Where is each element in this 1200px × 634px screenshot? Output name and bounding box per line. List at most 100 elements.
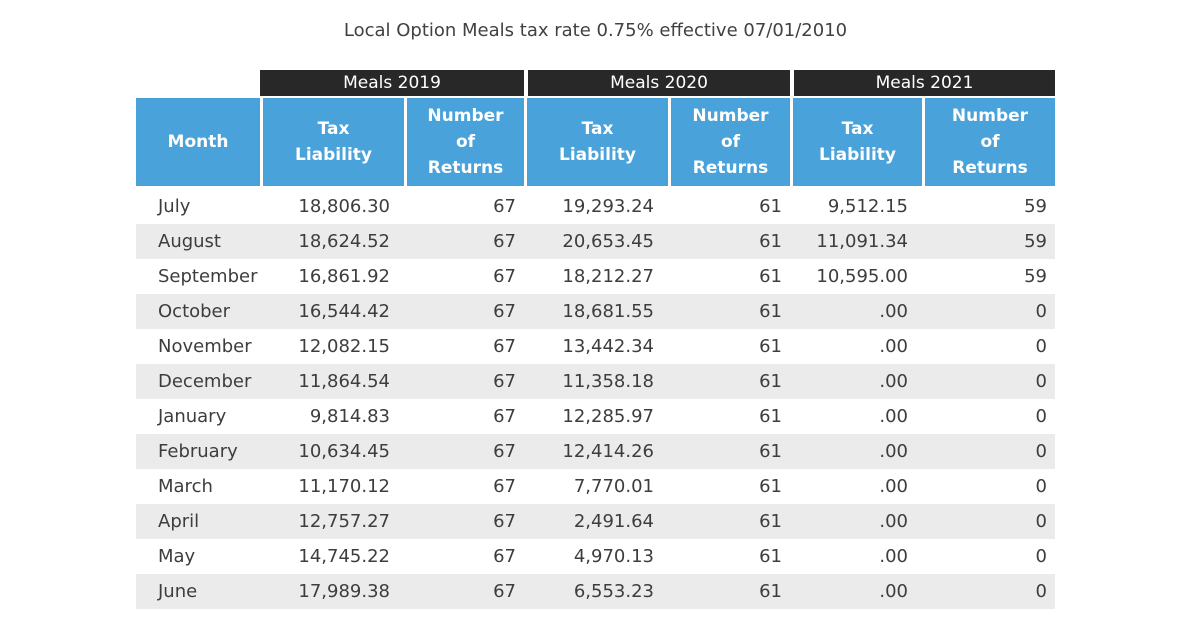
table-row: May 14,745.22 67 4,970.13 61 .00 0 xyxy=(136,539,1055,574)
tax-liability-2021-cell: .00 xyxy=(879,371,908,392)
returns-2021-cell: 0 xyxy=(1035,301,1047,322)
group-header-spacer xyxy=(136,70,260,96)
table-row: October 16,544.42 67 18,681.55 61 .00 0 xyxy=(136,294,1055,329)
tax-liability-2021-cell: .00 xyxy=(879,476,908,497)
month-cell: December xyxy=(158,371,252,392)
returns-2020-cell: 61 xyxy=(759,406,782,427)
returns-2019-cell: 67 xyxy=(493,406,516,427)
table-row: August 18,624.52 67 20,653.45 61 11,091.34 59 xyxy=(136,224,1055,259)
month-cell: July xyxy=(158,196,191,217)
returns-2021-cell: 0 xyxy=(1035,511,1047,532)
returns-2021-cell: 59 xyxy=(1024,231,1047,252)
tax-liability-2021-cell: .00 xyxy=(879,546,908,567)
returns-2020-cell: 61 xyxy=(759,511,782,532)
returns-2020-cell: 61 xyxy=(759,476,782,497)
table-row: December 11,864.54 67 11,358.18 61 .00 0 xyxy=(136,364,1055,399)
tax-liability-2021-cell: 10,595.00 xyxy=(816,266,908,287)
tax-liability-2020-cell: 11,358.18 xyxy=(562,371,654,392)
column-header-number-of-returns-2019: Number of Returns xyxy=(404,98,524,186)
returns-2020-cell: 61 xyxy=(759,546,782,567)
tax-liability-2019-cell: 12,082.15 xyxy=(298,336,390,357)
returns-2019-cell: 67 xyxy=(493,581,516,602)
column-header-number-of-returns-2021: Number of Returns xyxy=(922,98,1055,186)
column-header-tax-liability-2019: Tax Liability xyxy=(260,98,404,186)
month-cell: February xyxy=(158,441,238,462)
tax-liability-2021-cell: .00 xyxy=(879,511,908,532)
tax-liability-2019-cell: 18,624.52 xyxy=(298,231,390,252)
month-cell: June xyxy=(158,581,198,602)
returns-2020-cell: 61 xyxy=(759,266,782,287)
returns-2020-cell: 61 xyxy=(759,196,782,217)
tax-liability-2021-cell: .00 xyxy=(879,336,908,357)
table-column-header-row: Month Tax Liability Number of Returns Ta… xyxy=(136,98,1055,186)
returns-2020-cell: 61 xyxy=(759,581,782,602)
table-row: January 9,814.83 67 12,285.97 61 .00 0 xyxy=(136,399,1055,434)
month-cell: November xyxy=(158,336,252,357)
month-cell: August xyxy=(158,231,221,252)
tax-liability-2021-cell: .00 xyxy=(879,301,908,322)
tax-liability-2020-cell: 19,293.24 xyxy=(562,196,654,217)
tax-liability-2019-cell: 11,864.54 xyxy=(298,371,390,392)
returns-2021-cell: 0 xyxy=(1035,476,1047,497)
month-cell: October xyxy=(158,301,231,322)
tax-liability-2019-cell: 17,989.38 xyxy=(298,581,390,602)
table-row: November 12,082.15 67 13,442.34 61 .00 0 xyxy=(136,329,1055,364)
returns-2021-cell: 0 xyxy=(1035,441,1047,462)
tax-liability-2020-cell: 7,770.01 xyxy=(573,476,654,497)
returns-2019-cell: 67 xyxy=(493,511,516,532)
tax-liability-2021-cell: .00 xyxy=(879,441,908,462)
tax-liability-2021-cell: .00 xyxy=(879,406,908,427)
tax-liability-2020-cell: 12,285.97 xyxy=(562,406,654,427)
table-row: February 10,634.45 67 12,414.26 61 .00 0 xyxy=(136,434,1055,469)
returns-2019-cell: 67 xyxy=(493,266,516,287)
group-header-meals-2020: Meals 2020 xyxy=(524,70,790,96)
month-cell: May xyxy=(158,546,196,567)
returns-2021-cell: 0 xyxy=(1035,546,1047,567)
returns-2020-cell: 61 xyxy=(759,231,782,252)
returns-2020-cell: 61 xyxy=(759,336,782,357)
tax-liability-2021-cell: 11,091.34 xyxy=(816,231,908,252)
returns-2021-cell: 0 xyxy=(1035,371,1047,392)
returns-2019-cell: 67 xyxy=(493,231,516,252)
tax-liability-2020-cell: 20,653.45 xyxy=(562,231,654,252)
returns-2019-cell: 67 xyxy=(493,336,516,357)
table-row: September 16,861.92 67 18,212.27 61 10,595.00… xyxy=(136,259,1055,294)
column-header-month: Month xyxy=(136,98,260,186)
returns-2019-cell: 67 xyxy=(493,441,516,462)
month-cell: January xyxy=(158,406,227,427)
returns-2021-cell: 0 xyxy=(1035,406,1047,427)
tax-liability-2020-cell: 4,970.13 xyxy=(573,546,654,567)
table-row: March 11,170.12 67 7,770.01 61 .00 0 xyxy=(136,469,1055,504)
table-body: July 18,806.30 67 19,293.24 61 9,512.15 59 Augu… xyxy=(136,189,1055,609)
month-cell: March xyxy=(158,476,213,497)
group-header-meals-2019: Meals 2019 xyxy=(260,70,524,96)
tax-liability-2020-cell: 18,212.27 xyxy=(562,266,654,287)
returns-2021-cell: 59 xyxy=(1024,266,1047,287)
table-row: April 12,757.27 67 2,491.64 61 .00 0 xyxy=(136,504,1055,539)
returns-2019-cell: 67 xyxy=(493,476,516,497)
returns-2020-cell: 61 xyxy=(759,441,782,462)
tax-liability-2019-cell: 16,544.42 xyxy=(298,301,390,322)
column-header-number-of-returns-2020: Number of Returns xyxy=(668,98,790,186)
column-header-tax-liability-2020: Tax Liability xyxy=(524,98,668,186)
tax-liability-2021-cell: .00 xyxy=(879,581,908,602)
tax-liability-2019-cell: 12,757.27 xyxy=(298,511,390,532)
page-title: Local Option Meals tax rate 0.75% effect… xyxy=(343,20,848,41)
table-row: June 17,989.38 67 6,553.23 61 .00 0 xyxy=(136,574,1055,609)
tax-liability-2019-cell: 14,745.22 xyxy=(298,546,390,567)
returns-2019-cell: 67 xyxy=(493,196,516,217)
returns-2019-cell: 67 xyxy=(493,301,516,322)
tax-liability-2020-cell: 18,681.55 xyxy=(562,301,654,322)
returns-2019-cell: 67 xyxy=(493,546,516,567)
table-group-header-row: Meals 2019 Meals 2020 Meals 2021 xyxy=(136,70,1055,96)
tax-liability-2019-cell: 18,806.30 xyxy=(298,196,390,217)
group-header-meals-2021: Meals 2021 xyxy=(790,70,1055,96)
returns-2021-cell: 59 xyxy=(1024,196,1047,217)
month-cell: April xyxy=(158,511,200,532)
tax-liability-2020-cell: 13,442.34 xyxy=(562,336,654,357)
tax-liability-2019-cell: 9,814.83 xyxy=(309,406,390,427)
tax-liability-2020-cell: 2,491.64 xyxy=(573,511,654,532)
table-row: July 18,806.30 67 19,293.24 61 9,512.15 59 xyxy=(136,189,1055,224)
returns-2019-cell: 67 xyxy=(493,371,516,392)
tax-liability-2021-cell: 9,512.15 xyxy=(827,196,908,217)
